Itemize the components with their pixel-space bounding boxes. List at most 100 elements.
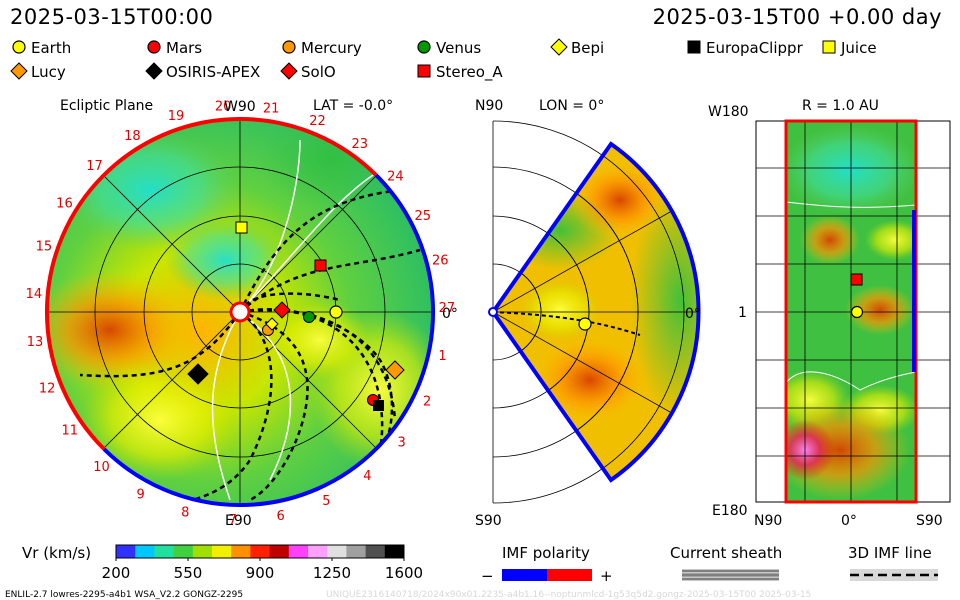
legend-item-stereo-a: Stereo_A xyxy=(417,63,503,82)
velocity-colorbar: Vr (km/s) 200 550 900 1250 1600 xyxy=(22,544,423,582)
day-label: 20 xyxy=(215,100,232,115)
colorbar-cell xyxy=(308,545,328,558)
day-label: 2 xyxy=(423,395,431,410)
radial-w180: W180 xyxy=(708,104,749,120)
imf-plus: + xyxy=(600,567,613,585)
legend-label: EuropaClippr xyxy=(706,39,804,57)
legend-label: SolO xyxy=(301,63,336,81)
ecliptic-lat: LAT = -0.0° xyxy=(313,98,393,114)
legend-item-venus: Venus xyxy=(417,39,481,57)
colorbar-cell xyxy=(288,545,309,558)
imf-minus: − xyxy=(481,567,494,585)
legend-label: Earth xyxy=(31,39,71,57)
colorbar-cell xyxy=(192,545,213,558)
circle-icon xyxy=(12,40,26,54)
diamond-icon xyxy=(10,62,28,80)
colorbar-cell xyxy=(116,545,136,558)
ecliptic-zero: 0° xyxy=(442,306,458,322)
diamond-icon xyxy=(280,62,298,80)
colorbar-cell xyxy=(250,545,271,558)
day-label: 6 xyxy=(277,509,285,524)
day-label: 1 xyxy=(438,349,446,364)
day-label: 3 xyxy=(397,435,405,450)
day-label: 21 xyxy=(263,101,280,116)
imf-title: IMF polarity xyxy=(502,544,590,562)
day-label: 5 xyxy=(322,494,330,509)
radial-earth-marker xyxy=(850,305,864,319)
radial-stereo-a-marker xyxy=(850,273,863,286)
colorbar-cell xyxy=(173,545,194,558)
legend-label: Lucy xyxy=(31,63,66,81)
imf3d-title: 3D IMF line xyxy=(848,544,932,562)
legend-item-earth: Earth xyxy=(12,39,71,57)
radial-s90: S90 xyxy=(916,513,943,529)
colorbar-tick-label: 900 xyxy=(246,564,275,582)
footer-model-info: ENLIL-2.7 lowres-2295-a4b1 WSA_V2.2 GONG… xyxy=(5,590,243,600)
radial-n90: N90 xyxy=(754,513,782,529)
meridional-earth-marker xyxy=(578,317,592,331)
day-label: 8 xyxy=(181,506,189,521)
colorbar-title: Vr (km/s) xyxy=(22,544,91,562)
colorbar-cells xyxy=(116,545,405,558)
radial-title: R = 1.0 AU xyxy=(802,98,879,114)
circle-icon xyxy=(282,40,296,54)
spacecraft-legend: Earth Mars Mercury Venus Bepi EuropaClippr Jui… xyxy=(10,38,877,82)
imf-3d-line-legend: 3D IMF line xyxy=(848,544,938,581)
square-icon xyxy=(417,64,431,78)
imf-negative-bar xyxy=(502,569,547,581)
day-label: 25 xyxy=(414,209,431,224)
legend-item-solo: SolO xyxy=(280,62,336,81)
colorbar-cell xyxy=(135,545,155,558)
stereo-a-marker xyxy=(314,259,327,272)
meridional-zero: 0° xyxy=(685,306,701,322)
colorbar-cell xyxy=(154,545,175,558)
legend-label: Venus xyxy=(436,39,481,57)
diamond-icon xyxy=(550,38,568,56)
meridional-lon: LON = 0° xyxy=(539,98,604,114)
colorbar-cell xyxy=(327,545,347,558)
day-label: 12 xyxy=(39,381,56,396)
square-icon xyxy=(687,40,701,54)
legend-item-bepi: Bepi xyxy=(550,38,604,57)
diamond-icon xyxy=(145,62,163,80)
osiris-apex-marker xyxy=(187,363,209,385)
legend-item-mercury: Mercury xyxy=(282,39,362,57)
colorbar-cell xyxy=(269,545,290,558)
current-sheath-legend: Current sheath xyxy=(670,544,782,581)
square-icon xyxy=(822,40,836,54)
colorbar-tick-label: 1250 xyxy=(313,564,351,582)
legend-item-europaclippr: EuropaClippr xyxy=(687,39,804,57)
colorbar-cell xyxy=(346,545,367,558)
footer-run-id: UNIQUE2316140718/2024x90x01.2235-a4b1.16… xyxy=(326,590,811,600)
day-label: 23 xyxy=(351,137,368,152)
legend-item-mars: Mars xyxy=(147,39,202,57)
sun-icon xyxy=(229,301,251,323)
legend-item-juice: Juice xyxy=(822,39,877,57)
colorbar-ticks: 200 550 900 1250 1600 xyxy=(102,558,423,582)
colorbar-tick-label: 200 xyxy=(102,564,131,582)
date-left: 2025-03-15T00:00 xyxy=(10,5,214,29)
meridional-n90: N90 xyxy=(475,98,503,114)
legend-label: Stereo_A xyxy=(436,63,503,82)
day-label: 26 xyxy=(432,254,449,269)
europa-clipper-marker xyxy=(373,400,384,411)
day-label: 19 xyxy=(168,109,185,124)
day-label: 9 xyxy=(137,488,145,503)
ecliptic-w90: W90 xyxy=(224,99,256,115)
day-label: 13 xyxy=(27,335,44,350)
day-label: 7 xyxy=(229,513,237,528)
legend-label: Mercury xyxy=(301,39,362,57)
day-label: 15 xyxy=(36,240,53,255)
radial-e180: E180 xyxy=(712,503,748,519)
date-right: 2025-03-15T00 +0.00 day xyxy=(652,5,942,29)
imf-polarity-legend: IMF polarity − + xyxy=(481,544,613,585)
radial-map-panel: R = 1.0 AU W180 E180 1 N90 0° S90 xyxy=(708,98,951,529)
legend-item-osiris-apex: OSIRIS-APEX xyxy=(145,62,260,81)
circle-icon xyxy=(147,40,161,54)
colorbar-tick-label: 1600 xyxy=(385,564,423,582)
colorbar-cell xyxy=(365,545,386,558)
day-label: 14 xyxy=(26,287,43,302)
